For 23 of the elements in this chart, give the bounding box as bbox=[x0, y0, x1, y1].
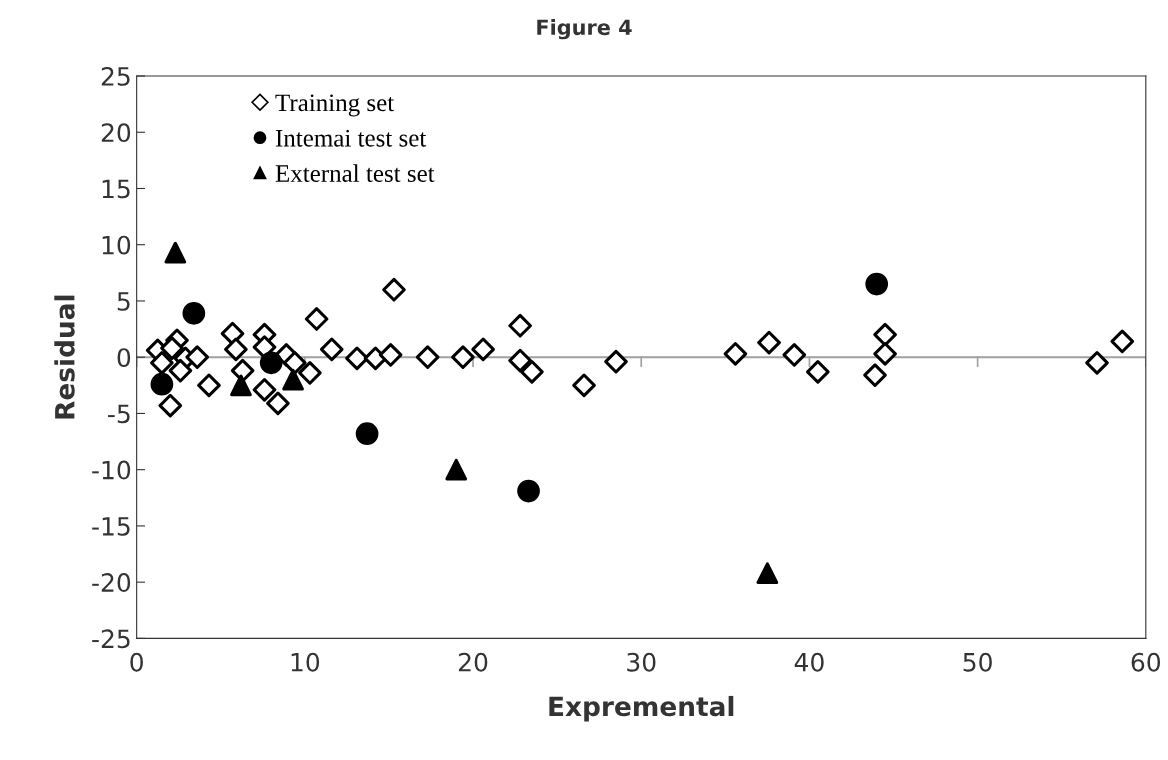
legend-label: External test set bbox=[275, 164, 435, 182]
y-tick-label: -5 bbox=[108, 404, 130, 424]
y-tick-label: -10 bbox=[92, 460, 131, 480]
y-tick-label: -15 bbox=[92, 517, 130, 536]
x-tick-label: 10 bbox=[291, 652, 320, 672]
y-tick-label: 20 bbox=[101, 123, 131, 143]
y-tick-label: -25 bbox=[92, 629, 130, 649]
y-tick-label: 5 bbox=[117, 292, 130, 311]
y-axis-title: Residual bbox=[54, 295, 75, 419]
x-tick-label: 50 bbox=[963, 652, 992, 672]
x-tick-label: 20 bbox=[458, 652, 488, 672]
y-tick-label: 15 bbox=[102, 179, 130, 199]
chart-title: Figure 4 bbox=[537, 19, 632, 40]
y-tick-label: 10 bbox=[102, 235, 131, 255]
x-tick-label: 40 bbox=[794, 652, 824, 672]
y-tick-label: -20 bbox=[92, 573, 131, 593]
legend-label: Intemai test set bbox=[275, 129, 427, 147]
y-tick-label: 0 bbox=[117, 348, 131, 368]
x-axis-title: Expremental bbox=[549, 695, 734, 722]
x-tick-label: 60 bbox=[1131, 652, 1161, 672]
y-tick-label: 25 bbox=[101, 66, 130, 86]
x-tick-label: 30 bbox=[627, 652, 656, 672]
legend-label: Training set bbox=[275, 94, 395, 117]
